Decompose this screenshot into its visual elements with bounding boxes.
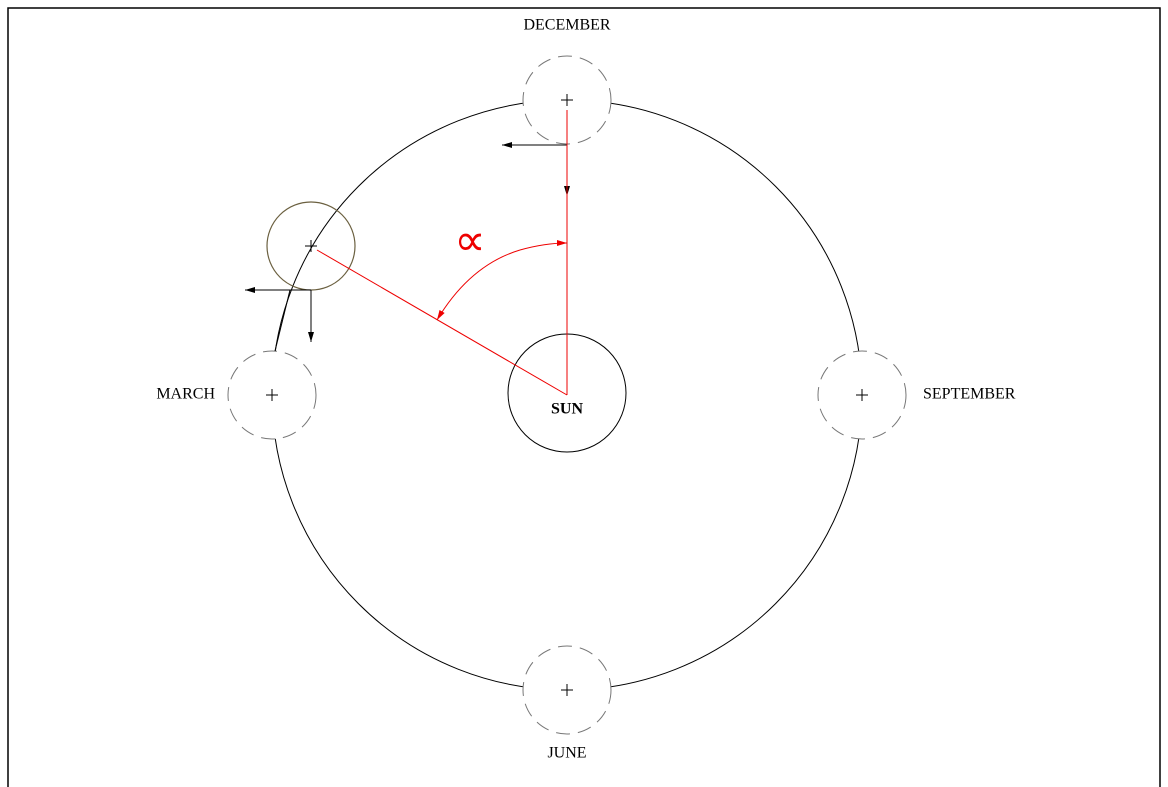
frame <box>7 7 1161 787</box>
angle-lines <box>316 110 568 396</box>
center-crosses <box>266 94 868 696</box>
june-label: JUNE <box>547 745 586 762</box>
march-label: MARCH <box>156 386 215 403</box>
september-label: SEPTEMBER <box>923 386 1016 403</box>
black-arrows <box>245 142 570 342</box>
connector <box>274 289 291 352</box>
sun-label: SUN <box>551 401 583 418</box>
december-label: DECEMBER <box>523 17 610 34</box>
angle-symbol: ∝ <box>454 216 485 265</box>
